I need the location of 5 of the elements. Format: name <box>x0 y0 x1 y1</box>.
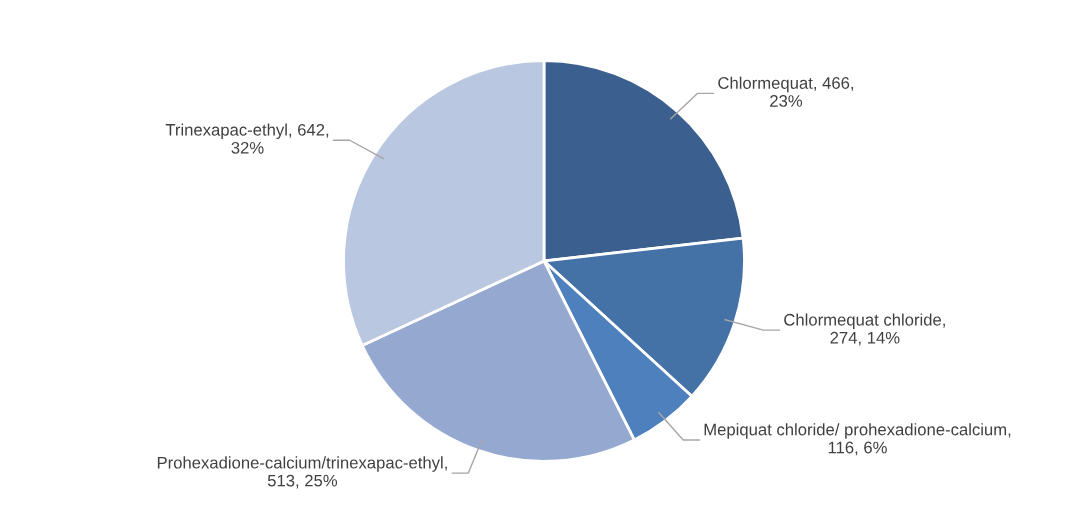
slice-label: Chlormequat chloride, 274, 14% <box>784 313 945 346</box>
slice-label: Prohexadione-calcium/trinexapac-ethyl, 513, 25% <box>157 456 447 489</box>
slice-label: Mepiquat chloride/ prohexadione-calcium, 116, 6% <box>704 423 1011 456</box>
slice-label: Trinexapac-ethyl, 642, 32% <box>165 123 329 154</box>
slice-label: Chlormequat, 466, 23% <box>718 76 854 107</box>
